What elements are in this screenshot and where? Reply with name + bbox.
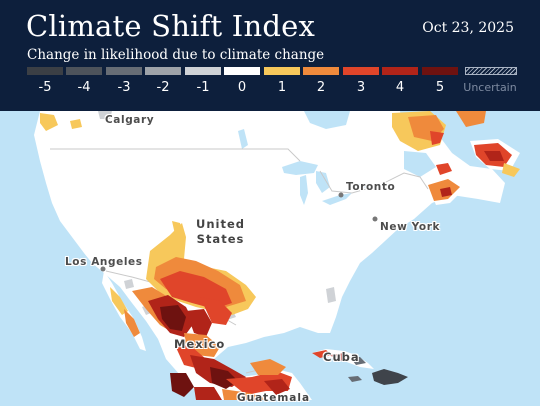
legend-tick-label: 3 [356,80,366,95]
heat-patch-baja [110,287,140,337]
legend-tick-label: 0 [237,80,247,95]
land-hispaniola [372,369,408,385]
heat-patch-quebec [392,111,486,151]
city-label-toronto: Toronto [346,181,396,193]
city-label-new-york: New York [380,221,441,233]
legend-swatch [422,67,458,75]
legend-swatch [264,67,300,75]
header: Climate Shift Index Oct 23, 2025 Change … [0,0,540,111]
country-label-line: States [196,232,245,246]
legend-swatch [27,67,63,75]
map-canvas[interactable]: Calgary Toronto New York Los Angeles Uni… [0,111,540,404]
lake-ontario [352,183,368,189]
legend-swatch [343,67,379,75]
country-label-guatemala: Guatemala [237,392,311,404]
great-lakes [238,111,436,205]
city-marker-toronto [338,192,344,198]
country-label-mexico: Mexico [174,337,226,351]
lake-huron [316,171,330,193]
legend-tick-label: 5 [435,80,445,95]
legend-tick-label: -1 [196,80,210,95]
legend-uncertain-label: Uncertain [463,81,517,94]
map-svg [0,111,540,400]
legend-tick-label: 4 [395,80,405,95]
country-label-line: United [196,217,245,231]
legend-swatch [145,67,181,75]
page-title: Climate Shift Index [26,9,315,43]
legend-tick-label: 1 [277,80,287,95]
city-label-los-angeles: Los Angeles [65,256,143,268]
land-north-america [34,111,505,400]
city-label-calgary: Calgary [105,114,155,126]
legend-tick-label: -3 [117,80,131,95]
country-label-cuba: Cuba [323,350,360,364]
date-label: Oct 23, 2025 [422,20,514,36]
legend-tick-label: -2 [156,80,170,95]
heat-patch-newfoundland [474,143,520,177]
lake-superior [282,161,318,175]
gulf-of-st-lawrence [404,151,436,177]
heat-patch-cuba [312,350,366,365]
legend-color-bar [27,67,518,76]
lake-erie [322,193,352,205]
city-marker-los-angeles [100,266,106,272]
legend-swatch [224,67,260,75]
city-marker-new-york [372,216,378,222]
legend-uncertain-swatch [465,67,517,75]
heat-patch-maritimes [428,163,460,201]
heat-patch-alberta [40,111,112,131]
land-jamaica [348,376,362,382]
country-label-united-states: United States [196,217,245,247]
hudson-bay-edge [304,111,350,129]
legend-swatch [106,67,142,75]
legend-tick-label: 2 [316,80,326,95]
legend-tick-label: -5 [38,80,52,95]
border-canada-us [50,148,429,194]
heat-patch-south-central [132,221,292,400]
page-subtitle: Change in likelihood due to climate chan… [27,47,325,63]
legend-labels: -5 -4 -3 -2 -1 0 1 2 3 4 5 Uncertain [27,80,518,96]
legend-swatch [66,67,102,75]
lake-michigan [300,175,308,205]
lake-winnipeg [238,129,248,149]
legend-tick-label: -4 [77,80,91,95]
legend-swatch [382,67,418,75]
legend-swatch [303,67,339,75]
legend-swatch [185,67,221,75]
